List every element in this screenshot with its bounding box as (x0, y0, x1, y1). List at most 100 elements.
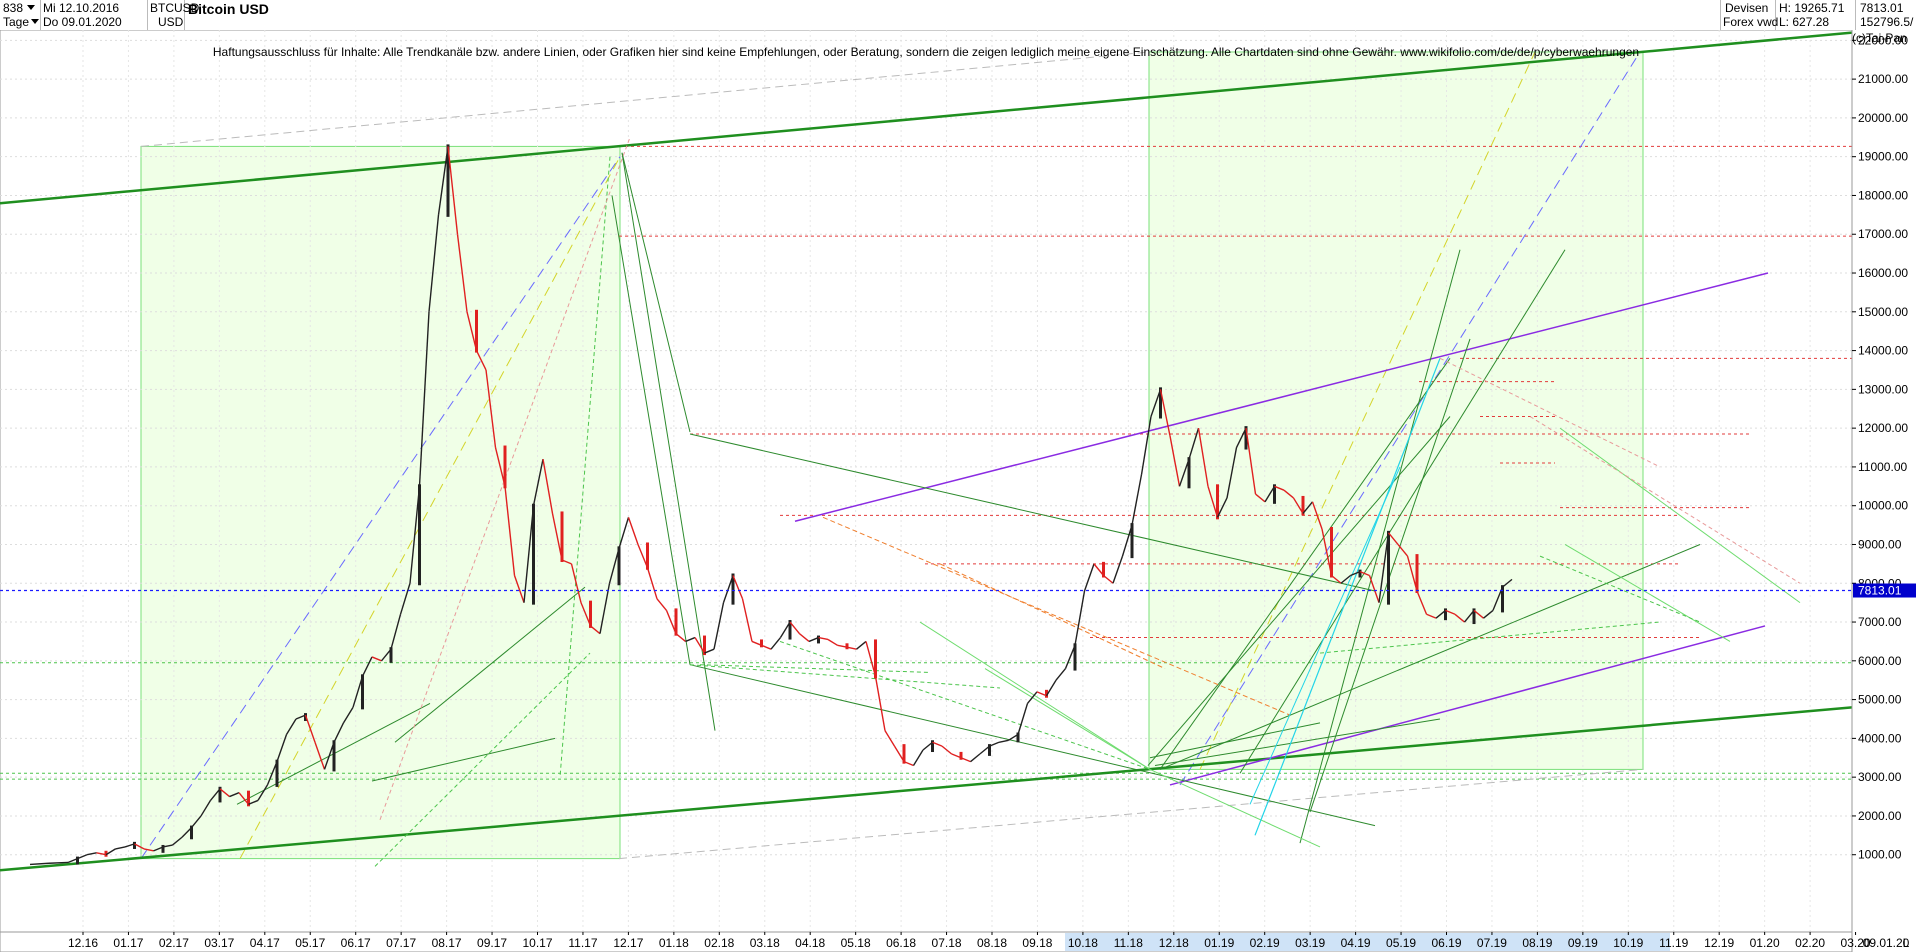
price-bar (1358, 569, 1362, 578)
price-segment (513, 575, 525, 603)
price-segment (1055, 668, 1067, 681)
price-bar (503, 445, 507, 489)
price-segment (295, 714, 306, 720)
price-segment (704, 648, 715, 654)
price-segment (475, 350, 487, 371)
price-segment (799, 633, 810, 642)
price-bar (76, 856, 79, 865)
high-low-cell: H: 19265.71 L: 627.28 (1775, 0, 1856, 30)
price-segment (751, 640, 762, 646)
x-tick-label: 12.18 (1159, 936, 1189, 950)
trend-line (611, 195, 691, 665)
price-segment (1331, 574, 1342, 584)
trend-line (699, 664, 931, 673)
price-segment (134, 843, 145, 850)
id-cell[interactable]: 838 Tage (0, 0, 41, 30)
price-segment (67, 857, 78, 864)
price-segment (418, 311, 430, 487)
x-tick-label: 01.18 (659, 936, 689, 950)
x-axis-highlight (1065, 933, 1670, 951)
price-segment (172, 836, 183, 846)
price-bar (1045, 689, 1048, 698)
x-tick-label: 01.19 (1204, 936, 1234, 950)
y-tick-label: 21000.00 (1858, 72, 1908, 86)
y-tick-label: 10000.00 (1858, 499, 1908, 513)
trend-line (1159, 358, 1451, 770)
chevron-down-icon[interactable] (31, 19, 39, 24)
price-bar (475, 309, 478, 353)
price-segment (1074, 590, 1086, 646)
price-segment (229, 792, 240, 798)
price-segment (618, 517, 630, 549)
price-bar (361, 674, 364, 710)
price-segment (1502, 578, 1513, 588)
price-segment (314, 742, 326, 770)
price-segment (846, 646, 857, 650)
price-segment (884, 730, 896, 747)
trend-line (822, 516, 1291, 716)
price-bar (589, 600, 592, 628)
y-tick-label: 14000.00 (1858, 344, 1908, 358)
price-bar (1444, 608, 1447, 621)
channel-lower (0, 706, 1853, 872)
date-to: Do 09.01.2020 (43, 15, 122, 29)
y-tick-label: 9000.00 (1858, 537, 1902, 551)
chart-title: Bitcoin USD (188, 1, 269, 17)
price-segment (1387, 532, 1399, 545)
symbol-cell: BTCUSD USD (148, 0, 199, 30)
price-segment (998, 739, 1009, 743)
price-segment (323, 742, 335, 770)
price-bar (247, 790, 250, 807)
x-tick-label: 12.17 (613, 936, 643, 950)
price-segment (627, 517, 639, 545)
x-tick-label: 04.18 (795, 936, 825, 950)
price-segment (1340, 574, 1351, 584)
copyright-label: (c)Tai-Pan (1852, 31, 1907, 45)
x-tick-label: 02.17 (159, 936, 189, 950)
x-tick-label: 11.18 (1114, 936, 1143, 950)
shaded-zone (1148, 51, 1644, 770)
price-bar (959, 751, 963, 760)
price-segment (1103, 574, 1114, 584)
price-bar (218, 786, 222, 803)
price-segment (209, 788, 221, 801)
price-segment (1264, 485, 1276, 503)
price-bar (1472, 608, 1476, 625)
x-tick-label: 12.16 (68, 936, 98, 950)
price-segment (29, 862, 50, 866)
y-tick-label: 2000.00 (1858, 809, 1902, 823)
trend-line (621, 152, 716, 731)
price-segment (722, 575, 734, 603)
chevron-down-icon[interactable] (27, 5, 35, 10)
x-tick-label: 03.19 (1295, 936, 1325, 950)
price-segment (371, 656, 382, 662)
price-bar (845, 643, 849, 650)
price-segment (1197, 428, 1209, 487)
id-value[interactable]: 838 (3, 1, 24, 15)
price-bar (617, 546, 621, 586)
price-segment (1350, 570, 1361, 577)
price-chart: 1000.00 2000.00 3000.00 4000.00 5000.00 6000.… (0, 30, 1916, 952)
chart-header: 838 Tage Mi 12.10.2016 Do 09.01.2020 BTC… (0, 0, 1916, 31)
x-tick-label: 07.19 (1477, 936, 1507, 950)
y-tick-label: 12000.00 (1858, 421, 1908, 435)
price-segment (1045, 679, 1057, 697)
y-tick-label: 17000.00 (1858, 227, 1908, 241)
x-tick-label: 09.18 (1022, 936, 1052, 950)
price-segment (694, 637, 706, 654)
price-segment (1321, 528, 1333, 576)
period-select[interactable]: Tage (3, 15, 30, 29)
price-segment (276, 734, 288, 762)
price-segment (570, 563, 582, 603)
trend-line (1154, 718, 1441, 767)
price-bar (560, 511, 564, 562)
channel-upper (0, 31, 1853, 205)
trend-line (140, 156, 621, 859)
price-bar (931, 740, 934, 753)
x-tick-label: 03.18 (750, 936, 780, 950)
x-tick-label: 04.17 (250, 936, 280, 950)
last-cell: 7813.01 152796.5/ (1856, 0, 1916, 30)
price-segment (380, 648, 392, 662)
price-segment (561, 559, 572, 565)
price-bar (389, 647, 393, 663)
